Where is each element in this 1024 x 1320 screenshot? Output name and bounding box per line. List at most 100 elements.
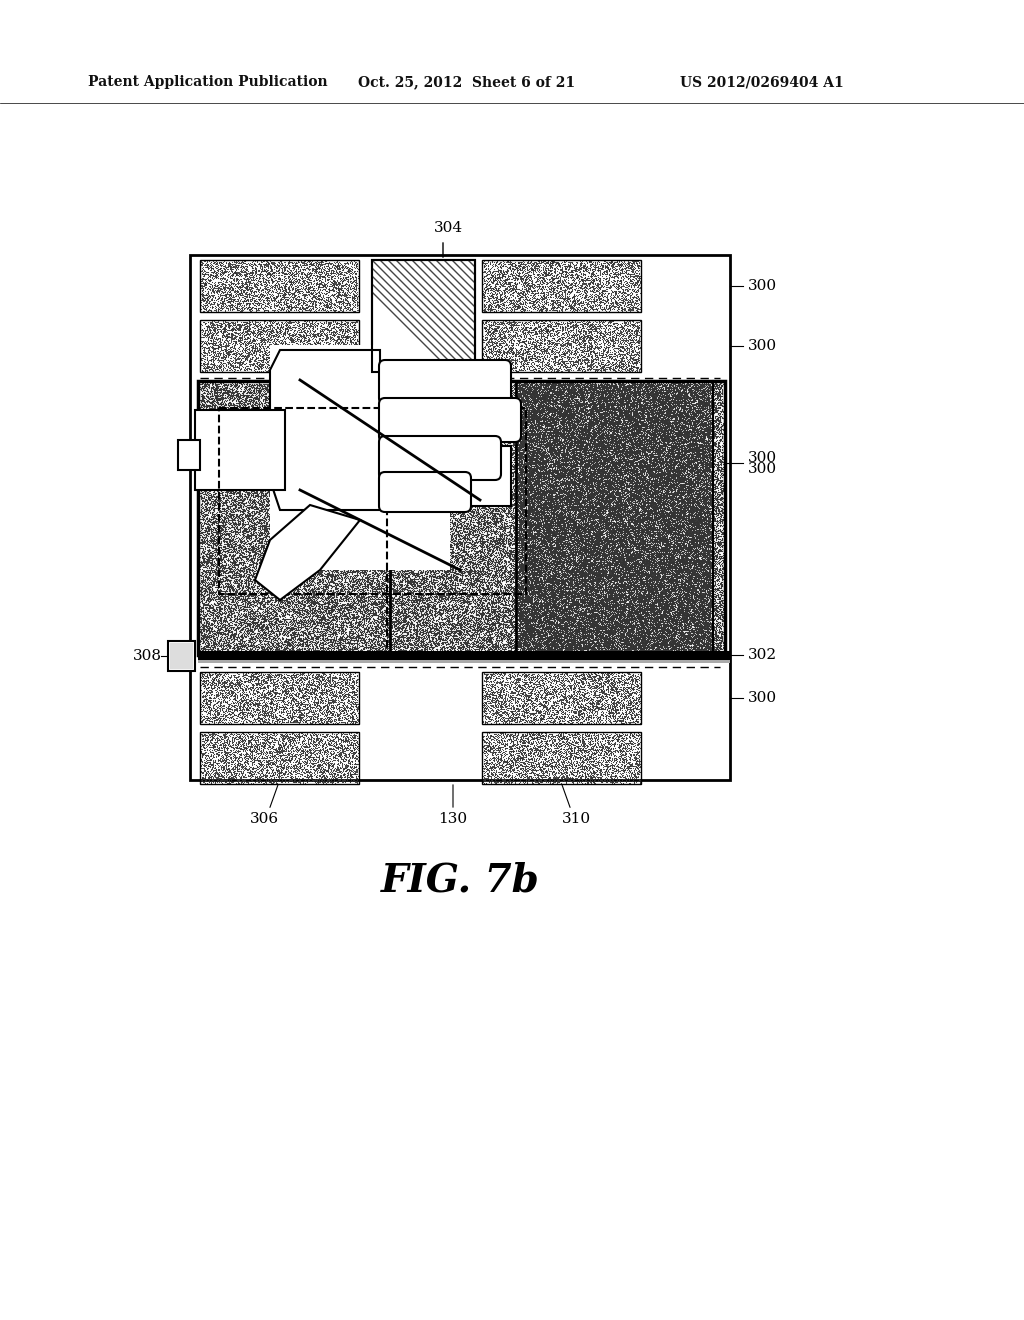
Point xyxy=(633,492,649,513)
Point xyxy=(285,631,301,652)
Point xyxy=(566,548,583,569)
Point xyxy=(617,281,634,302)
Point xyxy=(477,616,494,638)
Point xyxy=(600,642,616,663)
Point xyxy=(630,619,646,640)
Point xyxy=(362,560,379,581)
Point xyxy=(412,461,428,482)
Point xyxy=(572,253,589,275)
Point xyxy=(312,727,329,748)
Point xyxy=(554,450,570,471)
Point xyxy=(549,429,565,450)
Point xyxy=(599,341,615,362)
Point xyxy=(521,549,538,570)
Point xyxy=(599,521,615,543)
Point xyxy=(580,451,596,473)
Point xyxy=(261,384,278,405)
Point xyxy=(305,730,322,751)
Point xyxy=(234,737,251,758)
Point xyxy=(293,521,309,543)
Point xyxy=(257,735,273,756)
Point xyxy=(207,494,223,515)
Point xyxy=(638,396,654,417)
Point xyxy=(529,524,546,545)
Point xyxy=(562,525,579,546)
Point xyxy=(528,385,545,407)
Point xyxy=(298,257,314,279)
Point xyxy=(479,383,496,404)
Point xyxy=(579,480,595,502)
Point xyxy=(703,504,720,525)
Point xyxy=(621,436,637,457)
Point xyxy=(698,510,715,531)
Point xyxy=(573,528,590,549)
Point xyxy=(699,572,716,593)
Point xyxy=(558,383,574,404)
Point xyxy=(211,471,227,492)
Point xyxy=(439,379,456,400)
Point xyxy=(586,475,602,496)
Point xyxy=(481,628,498,649)
Point xyxy=(231,463,248,484)
Point xyxy=(572,545,589,566)
Point xyxy=(561,624,578,645)
Point xyxy=(593,333,609,354)
Point xyxy=(514,441,530,462)
Point xyxy=(400,458,417,479)
Point xyxy=(328,614,344,635)
Point xyxy=(662,552,678,573)
Point xyxy=(223,475,240,496)
Point xyxy=(512,516,528,537)
Point xyxy=(575,689,592,710)
Point xyxy=(571,375,588,396)
Point xyxy=(545,490,561,511)
Point xyxy=(671,420,687,441)
Point xyxy=(252,479,268,500)
Point xyxy=(233,343,250,364)
Point xyxy=(253,451,269,473)
Point xyxy=(260,624,276,645)
Point xyxy=(552,420,568,441)
Point xyxy=(579,416,595,437)
Point xyxy=(556,642,572,663)
Point xyxy=(581,693,597,714)
Point xyxy=(233,477,250,498)
Point xyxy=(237,704,253,725)
Point xyxy=(368,602,384,623)
Point xyxy=(657,525,674,546)
Point xyxy=(451,444,467,465)
Point xyxy=(331,426,347,447)
Point xyxy=(617,546,634,568)
Point xyxy=(683,560,699,581)
Point xyxy=(588,615,604,636)
Point xyxy=(287,411,303,432)
Point xyxy=(626,475,642,496)
Point xyxy=(598,614,614,635)
Point xyxy=(568,513,585,535)
Point xyxy=(218,738,234,759)
Point xyxy=(553,713,569,734)
Point xyxy=(583,519,599,540)
Point xyxy=(200,387,216,408)
Point xyxy=(620,569,636,590)
Point xyxy=(523,591,540,612)
Point xyxy=(304,496,321,517)
Point xyxy=(523,379,540,400)
Point xyxy=(586,607,602,628)
Point xyxy=(358,462,375,483)
Point xyxy=(700,409,717,430)
Point xyxy=(414,459,430,480)
Point xyxy=(554,557,570,578)
Point xyxy=(500,314,516,335)
Point xyxy=(226,622,243,643)
Point xyxy=(623,482,639,503)
Point xyxy=(645,536,662,557)
Point xyxy=(408,628,424,649)
Point xyxy=(507,469,523,490)
Point xyxy=(290,747,306,768)
Point xyxy=(655,400,672,421)
Point xyxy=(518,470,535,491)
Point xyxy=(217,293,233,314)
Point xyxy=(406,374,422,395)
Point xyxy=(255,614,271,635)
